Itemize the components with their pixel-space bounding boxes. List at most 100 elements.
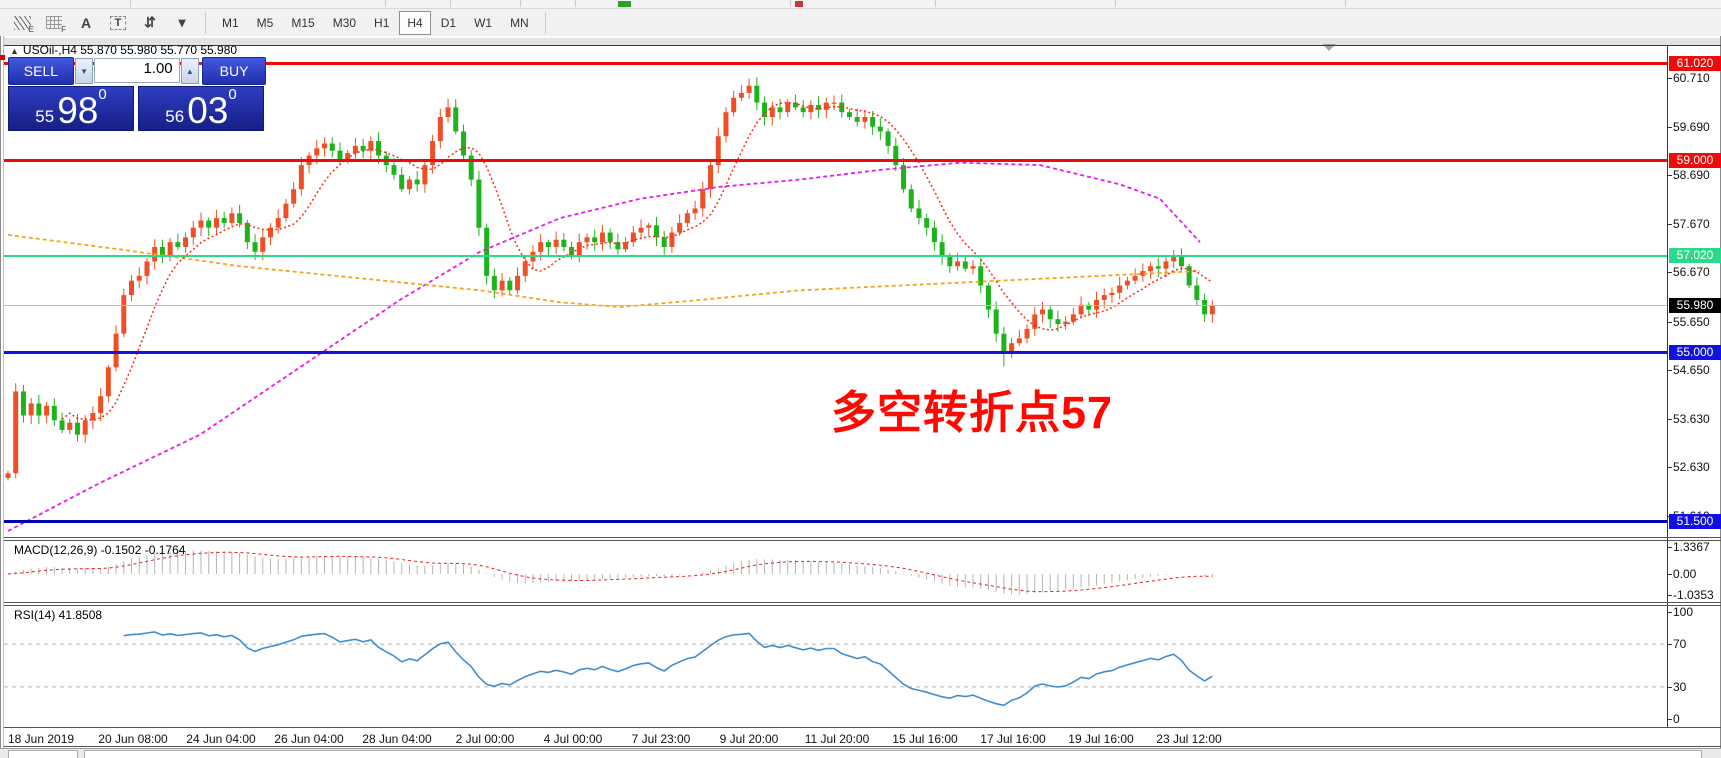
date-axis-label: 20 Jun 08:00 — [98, 732, 168, 746]
axis-tick-label: 54.650 — [1673, 363, 1710, 377]
toolbar-fragment-separator — [450, 0, 451, 7]
date-axis-label: 28 Jun 04:00 — [362, 732, 432, 746]
panel-frame-line — [4, 45, 1721, 46]
axis-tick-label: 58.690 — [1673, 168, 1710, 182]
panel-frame-line — [4, 605, 1721, 606]
scroll-position-marker-icon[interactable] — [1322, 44, 1336, 51]
axis-tick — [1667, 370, 1672, 371]
level-line-57.020 — [4, 255, 1667, 257]
date-axis-label: 4 Jul 00:00 — [543, 732, 603, 746]
toolbar-fragment-separator — [575, 0, 576, 7]
axis-tick — [1667, 78, 1672, 79]
toolbar-fragment-icon — [795, 1, 803, 7]
sell-button[interactable]: SELL — [8, 57, 74, 85]
toolbar-fragment-separator — [1115, 0, 1116, 7]
panel-frame-line — [4, 602, 1721, 603]
tool-sub-label: F — [61, 24, 66, 34]
timeframe-button-m15[interactable]: M15 — [291, 15, 315, 30]
date-axis-label: 7 Jul 23:00 — [631, 732, 691, 746]
timeframe-button-m1[interactable]: M1 — [222, 15, 239, 30]
buy-price-pips: 03 — [187, 90, 229, 131]
volume-increase-button[interactable]: ▲ — [180, 58, 200, 84]
axis-tick — [1667, 127, 1672, 128]
text-label-icon[interactable]: A — [72, 11, 100, 35]
sell-price-display[interactable]: 55 98 0 — [8, 86, 134, 131]
toolbar-fragment-separator — [130, 0, 131, 7]
sell-price-handle: 55 — [35, 107, 55, 126]
toolbar-fragment-separator — [1345, 0, 1346, 7]
axis-tick — [1667, 612, 1672, 613]
symbol-ohlc-text: USOil-,H4 55.870 55.980 55.770 55.980 — [22, 43, 238, 57]
timeframe-button-h4[interactable]: H4 — [399, 10, 431, 35]
toolbar-fragment-separator — [385, 0, 386, 7]
toolbar-separator — [544, 11, 546, 34]
panel-frame-line — [4, 746, 1721, 747]
rsi-tick-label: 0 — [1673, 712, 1680, 726]
timeframe-button-h1[interactable]: H1 — [374, 15, 390, 30]
upper-toolbar-fragment — [0, 0, 1721, 9]
timeframe-button-w1[interactable]: W1 — [474, 15, 493, 30]
toolbar-fragment-separator — [520, 0, 521, 7]
arrow-objects-icon: ⇵ — [144, 14, 156, 30]
macd-tick-label: 0.00 — [1673, 567, 1697, 581]
axis-tick-label: 57.670 — [1673, 217, 1710, 231]
buy-button[interactable]: BUY — [202, 57, 266, 85]
macd-tick-label: 1.3367 — [1673, 540, 1710, 554]
volume-decrease-button[interactable]: ▼ — [74, 58, 94, 84]
window-frame — [3, 36, 4, 757]
chart-title: ▲ USOil-,H4 55.870 55.980 55.770 55.980 — [10, 43, 237, 57]
rsi-tick-label: 30 — [1673, 680, 1687, 694]
bottom-tab[interactable] — [8, 750, 78, 758]
chart-window — [0, 36, 1721, 757]
price-badge-61.020: 61.020 — [1669, 56, 1721, 71]
level-line-59.000 — [4, 159, 1667, 162]
text-box-icon[interactable]: T — [104, 11, 132, 35]
indicator-draw-icon — [13, 15, 31, 30]
axis-tick-label: 60.710 — [1673, 71, 1710, 85]
macd-indicator-label: MACD(12,26,9) -0.1502 -0.1764 — [14, 543, 186, 557]
price-badge-55.980: 55.980 — [1669, 298, 1721, 313]
macd-tick-label: -1.0353 — [1673, 588, 1714, 602]
level-line-51.500 — [4, 520, 1667, 523]
down-arrow-icon: ▼ — [80, 66, 89, 76]
sell-price-pips: 98 — [57, 90, 99, 131]
axis-tick — [1667, 595, 1672, 596]
axis-tick — [1667, 467, 1672, 468]
buy-price-point: 0 — [228, 86, 237, 103]
date-axis-label: 15 Jul 16:00 — [892, 732, 958, 746]
sell-price-point: 0 — [98, 86, 107, 103]
axis-tick — [1667, 419, 1672, 420]
date-axis-label: 17 Jul 16:00 — [980, 732, 1046, 746]
timeframe-button-m30[interactable]: M30 — [332, 15, 357, 30]
axis-tick — [1667, 687, 1672, 688]
timeframe-button-d1[interactable]: D1 — [440, 15, 457, 30]
volume-input[interactable]: 1.00 — [94, 58, 180, 83]
level-line-55.980 — [4, 305, 1667, 306]
text-label-icon: A — [80, 14, 92, 31]
drawing-tools: E F A T ⇵ ▾ — [0, 11, 198, 35]
grid-settings-icon — [46, 16, 62, 29]
price-badge-59.000: 59.000 — [1669, 153, 1721, 168]
dropdown-caret-icon[interactable]: ▾ — [168, 11, 196, 35]
timeframe-button-mn[interactable]: MN — [510, 15, 529, 30]
axis-tick — [1667, 272, 1672, 273]
collapse-triangle-icon: ▲ — [10, 46, 19, 56]
indicator-draw-icon[interactable]: E — [8, 11, 36, 35]
axis-tick — [1667, 719, 1672, 720]
date-axis-label: 19 Jul 16:00 — [1068, 732, 1134, 746]
axis-tick — [1667, 224, 1672, 225]
price-badge-51.500: 51.500 — [1669, 514, 1721, 529]
panel-frame-line — [4, 727, 1721, 728]
price-badge-55.000: 55.000 — [1669, 345, 1721, 360]
rsi-indicator-label: RSI(14) 41.8508 — [14, 608, 103, 622]
chart-corner-marker — [0, 55, 5, 60]
arrow-objects-icon[interactable]: ⇵ — [136, 11, 164, 35]
date-axis-label: 26 Jun 04:00 — [274, 732, 344, 746]
timeframe-button-m5[interactable]: M5 — [256, 15, 274, 30]
grid-settings-icon[interactable]: F — [40, 11, 68, 35]
date-axis-label: 2 Jul 00:00 — [455, 732, 515, 746]
text-box-icon: T — [109, 15, 127, 30]
tool-sub-label: E — [28, 24, 34, 34]
buy-price-display[interactable]: 56 03 0 — [138, 86, 264, 131]
